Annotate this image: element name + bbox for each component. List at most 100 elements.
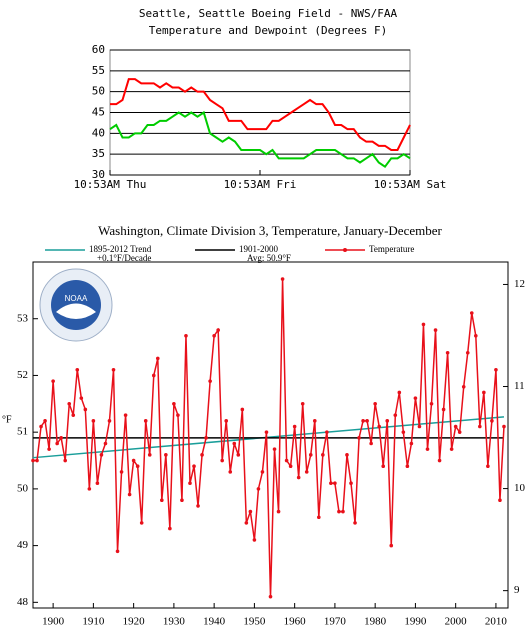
data-point xyxy=(361,419,365,423)
y-tick-label: 60 xyxy=(92,43,105,56)
data-point xyxy=(482,390,486,395)
data-point xyxy=(47,447,51,451)
logo-gull xyxy=(56,303,96,319)
data-point xyxy=(457,430,462,434)
x-tick-label: 1940 xyxy=(203,616,226,628)
legend-sublabel: Avg: 50.9°F xyxy=(247,253,291,263)
x-tick-label: 2000 xyxy=(445,616,468,628)
data-point xyxy=(349,481,353,486)
x-tick-label: 1960 xyxy=(284,616,307,628)
data-point xyxy=(87,487,92,491)
data-point xyxy=(413,396,418,400)
y-tick-label: 50 xyxy=(17,482,29,494)
data-point xyxy=(369,441,373,446)
data-point xyxy=(429,402,434,406)
series-line xyxy=(110,78,411,151)
x-tick-label: 1900 xyxy=(42,616,65,628)
data-point xyxy=(381,464,386,468)
data-point xyxy=(280,277,285,281)
chart-title: Seattle, Seattle Boeing Field - NWS/FAA xyxy=(139,7,398,20)
data-point xyxy=(365,419,369,423)
data-point xyxy=(441,407,446,412)
data-point xyxy=(43,419,47,423)
data-point xyxy=(325,430,329,434)
data-point xyxy=(196,504,200,508)
x-tick-label: 10:53AM Thu xyxy=(74,178,147,191)
data-point xyxy=(445,350,450,355)
x-tick-label: 1910 xyxy=(82,616,105,628)
data-point xyxy=(228,470,233,474)
data-point xyxy=(192,464,196,468)
data-point xyxy=(155,356,160,361)
data-point xyxy=(353,521,357,525)
data-point xyxy=(498,498,502,503)
data-point xyxy=(288,464,293,468)
data-point xyxy=(264,430,269,434)
data-point xyxy=(216,328,220,332)
data-point xyxy=(433,328,438,332)
y-tick-label: 48 xyxy=(17,596,29,608)
data-point xyxy=(341,509,345,514)
x-tick-label: 2010 xyxy=(485,616,508,628)
seattle-chart: Seattle, Seattle Boeing Field - NWS/FAA … xyxy=(74,7,447,191)
data-point xyxy=(409,441,414,446)
data-point xyxy=(51,379,55,383)
data-point xyxy=(99,453,104,457)
data-point xyxy=(172,402,176,406)
data-point xyxy=(111,367,116,372)
plot-frame xyxy=(32,261,509,609)
data-point xyxy=(421,322,426,327)
data-point xyxy=(35,458,39,463)
data-point xyxy=(502,424,506,429)
data-point xyxy=(103,441,108,446)
data-point xyxy=(135,464,140,468)
y-tick-label: 53 xyxy=(17,312,29,324)
y2-tick-label: 9 xyxy=(514,584,520,596)
y-tick-label: 49 xyxy=(17,539,29,551)
y-tick-label: 30 xyxy=(92,168,105,181)
x-tick-label: 1920 xyxy=(123,616,146,628)
data-point xyxy=(276,509,281,514)
data-point xyxy=(31,458,35,463)
data-point xyxy=(127,492,132,497)
data-point xyxy=(256,487,261,491)
y2-tick-label: 12 xyxy=(514,278,525,290)
data-point xyxy=(486,464,490,468)
data-point xyxy=(119,470,124,474)
data-point xyxy=(151,373,156,378)
data-point xyxy=(385,419,390,423)
x-tick-label: 1950 xyxy=(243,616,266,628)
y-tick-label: 45 xyxy=(92,106,105,119)
data-point xyxy=(308,453,313,457)
data-point xyxy=(83,407,88,412)
data-point xyxy=(401,430,406,434)
legend-label: 1895-2012 Trend xyxy=(89,244,152,254)
chart-title: Washington, Climate Division 3, Temperat… xyxy=(98,223,442,238)
data-point xyxy=(143,419,148,423)
data-point xyxy=(268,594,273,599)
data-point xyxy=(123,413,128,417)
data-point xyxy=(240,407,245,412)
data-point xyxy=(333,481,337,486)
data-point xyxy=(160,498,164,503)
y-tick-label: 55 xyxy=(92,64,105,77)
data-point xyxy=(147,453,152,457)
data-point xyxy=(465,350,470,355)
series-line xyxy=(109,110,411,169)
data-point xyxy=(164,453,168,457)
x-tick-label: 1970 xyxy=(324,616,347,628)
data-point xyxy=(345,453,349,457)
y-tick-label: 52 xyxy=(17,369,28,381)
data-point xyxy=(252,538,257,542)
data-point xyxy=(494,367,498,372)
data-point xyxy=(272,447,277,451)
data-point xyxy=(91,419,96,423)
data-point xyxy=(212,333,216,338)
data-point xyxy=(260,470,265,474)
data-point xyxy=(373,402,377,406)
data-point xyxy=(220,458,224,463)
x-tick-label: 1930 xyxy=(163,616,186,628)
data-point xyxy=(224,419,229,423)
data-point xyxy=(453,424,458,429)
